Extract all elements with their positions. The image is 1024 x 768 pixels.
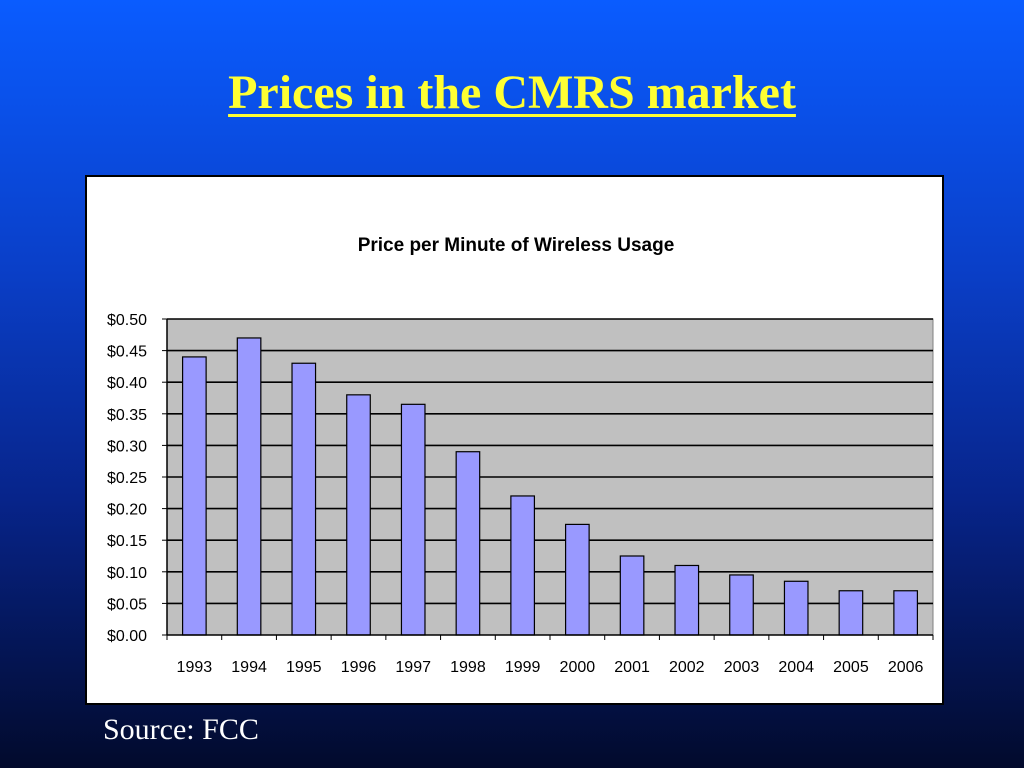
x-tick-label: 2000: [560, 659, 596, 676]
source-note: Source: FCC: [103, 713, 259, 746]
y-tick-label: $0.50: [107, 312, 147, 329]
x-tick-label: 1996: [341, 659, 377, 676]
x-tick-label: 1993: [177, 659, 213, 676]
y-tick-label: $0.00: [107, 628, 147, 645]
bar-1995: [291, 362, 317, 636]
x-tick-label: 2006: [888, 659, 924, 676]
x-tick-label: 1995: [286, 659, 322, 676]
bar-2005: [838, 590, 864, 636]
y-tick-label: $0.15: [107, 533, 147, 550]
bar-2004: [783, 580, 809, 636]
y-tick-label: $0.40: [107, 375, 147, 392]
bar-chart: Price per Minute of Wireless Usage $0.00…: [107, 235, 934, 676]
bar-1997: [400, 403, 426, 636]
y-tick-label: $0.45: [107, 344, 147, 361]
x-tick-label: 2005: [833, 659, 869, 676]
bars: [181, 337, 919, 636]
x-tick-label: 1997: [395, 659, 431, 676]
axes: [162, 318, 934, 640]
y-tick-label: $0.25: [107, 470, 147, 487]
y-tick-label: $0.30: [107, 438, 147, 455]
chart-frame: Price per Minute of Wireless Usage $0.00…: [85, 175, 944, 705]
bar-2001: [619, 555, 645, 636]
slide-title: Prices in the CMRS market: [228, 66, 796, 119]
bar-1996: [346, 394, 371, 636]
bar-2003: [729, 574, 754, 636]
y-tick-label: $0.20: [107, 502, 147, 519]
y-tick-label: $0.05: [107, 596, 147, 613]
bar-1994: [236, 337, 262, 636]
x-tick-label: 2002: [669, 659, 705, 676]
x-tick-label: 2004: [778, 659, 814, 676]
bar-2002: [674, 564, 700, 636]
bar-1998: [455, 451, 481, 636]
x-tick-label: 1994: [231, 659, 267, 676]
y-tick-labels: $0.00 $0.05 $0.10 $0.15 $0.20 $0.25 $0.30 $0.35…: [107, 312, 147, 645]
x-tick-label: 2003: [724, 659, 760, 676]
y-tick-label: $0.35: [107, 407, 147, 424]
y-tick-label: $0.10: [107, 565, 147, 582]
bar-2006: [893, 590, 919, 636]
x-tick-label: 1999: [505, 659, 541, 676]
x-tick-label: 1998: [450, 659, 486, 676]
x-tick-label: 2001: [614, 659, 650, 676]
bar-1999: [510, 495, 536, 636]
chart-title: Price per Minute of Wireless Usage: [358, 235, 675, 256]
bar-1993: [181, 356, 207, 636]
x-tick-labels: 1993 1994 1995 1996 1997 1998 1999 2000 2001 2002…: [177, 659, 924, 676]
bar-2000: [564, 523, 590, 636]
